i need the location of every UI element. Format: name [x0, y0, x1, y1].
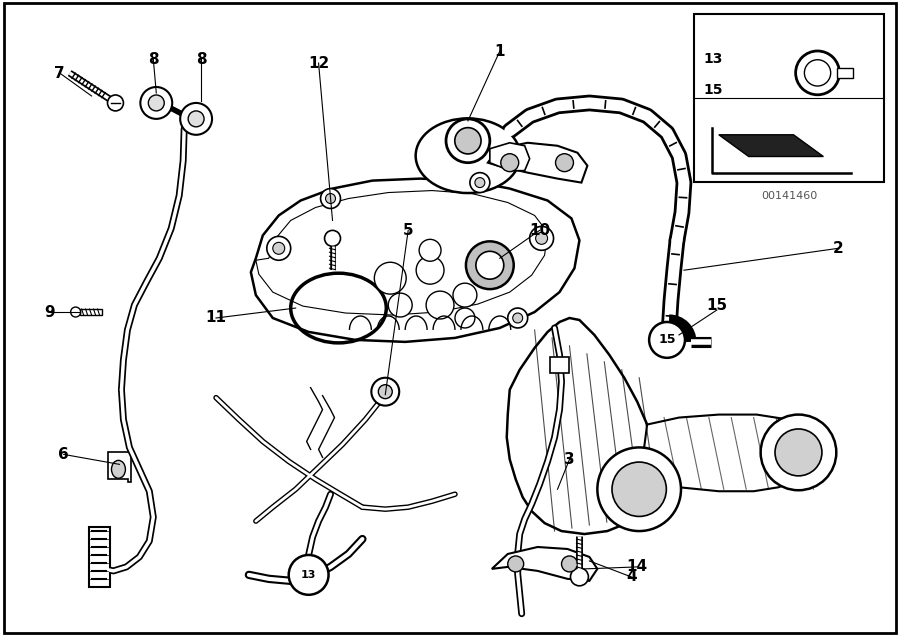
Bar [88, 527, 111, 587]
Text: 15: 15 [704, 83, 724, 97]
Circle shape [598, 448, 681, 531]
Bar [79, 309, 102, 315]
Circle shape [180, 103, 212, 135]
Circle shape [453, 283, 477, 307]
Circle shape [805, 60, 831, 86]
Circle shape [446, 119, 490, 163]
Bar [838, 68, 853, 78]
Circle shape [466, 241, 514, 289]
Circle shape [107, 95, 123, 111]
Polygon shape [644, 415, 814, 491]
Circle shape [571, 568, 589, 586]
Text: 10: 10 [529, 223, 550, 238]
Ellipse shape [416, 118, 520, 193]
Circle shape [508, 308, 527, 328]
Text: 8: 8 [196, 52, 206, 67]
Circle shape [148, 95, 165, 111]
Text: 15: 15 [658, 333, 676, 347]
Circle shape [476, 251, 504, 279]
Bar [550, 357, 570, 373]
Circle shape [500, 154, 518, 172]
Circle shape [140, 87, 172, 119]
Text: 7: 7 [54, 66, 65, 81]
Circle shape [455, 308, 475, 328]
Circle shape [470, 172, 490, 193]
Text: 11: 11 [205, 310, 227, 326]
Text: 8: 8 [148, 52, 158, 67]
Circle shape [266, 237, 291, 260]
Circle shape [416, 256, 444, 284]
Text: 4: 4 [626, 569, 636, 584]
Circle shape [273, 242, 284, 254]
Text: 14: 14 [626, 560, 648, 574]
Polygon shape [490, 142, 530, 170]
Polygon shape [109, 452, 131, 482]
Circle shape [325, 230, 340, 246]
Circle shape [530, 226, 554, 251]
Circle shape [388, 293, 412, 317]
Circle shape [536, 232, 547, 244]
Circle shape [426, 291, 454, 319]
Polygon shape [507, 318, 657, 534]
Polygon shape [488, 142, 588, 183]
Text: 13: 13 [704, 53, 724, 67]
Text: 6: 6 [58, 447, 69, 462]
Bar [694, 15, 884, 182]
Text: 12: 12 [308, 55, 329, 71]
Circle shape [513, 313, 523, 323]
Circle shape [760, 415, 836, 490]
Circle shape [454, 128, 482, 154]
Text: 9: 9 [44, 305, 55, 319]
Circle shape [649, 322, 685, 358]
Circle shape [775, 429, 822, 476]
Text: 1: 1 [494, 44, 505, 59]
Circle shape [320, 188, 340, 209]
Text: 15: 15 [706, 298, 727, 312]
Polygon shape [719, 135, 824, 156]
Circle shape [796, 51, 840, 95]
Circle shape [555, 154, 573, 172]
Circle shape [508, 556, 524, 572]
Text: 3: 3 [564, 452, 575, 467]
Text: 00141460: 00141460 [760, 191, 817, 200]
Circle shape [378, 385, 392, 399]
Text: 13: 13 [301, 570, 316, 580]
Circle shape [475, 177, 485, 188]
Circle shape [326, 193, 336, 204]
Circle shape [188, 111, 204, 127]
Circle shape [562, 556, 578, 572]
Circle shape [374, 262, 406, 294]
Circle shape [71, 307, 81, 317]
Circle shape [419, 239, 441, 261]
Polygon shape [491, 547, 598, 581]
Text: 5: 5 [403, 223, 413, 238]
Polygon shape [251, 179, 580, 342]
Text: 2: 2 [832, 241, 843, 256]
Ellipse shape [112, 460, 125, 478]
Circle shape [289, 555, 328, 595]
Circle shape [612, 462, 666, 516]
Circle shape [372, 378, 400, 406]
